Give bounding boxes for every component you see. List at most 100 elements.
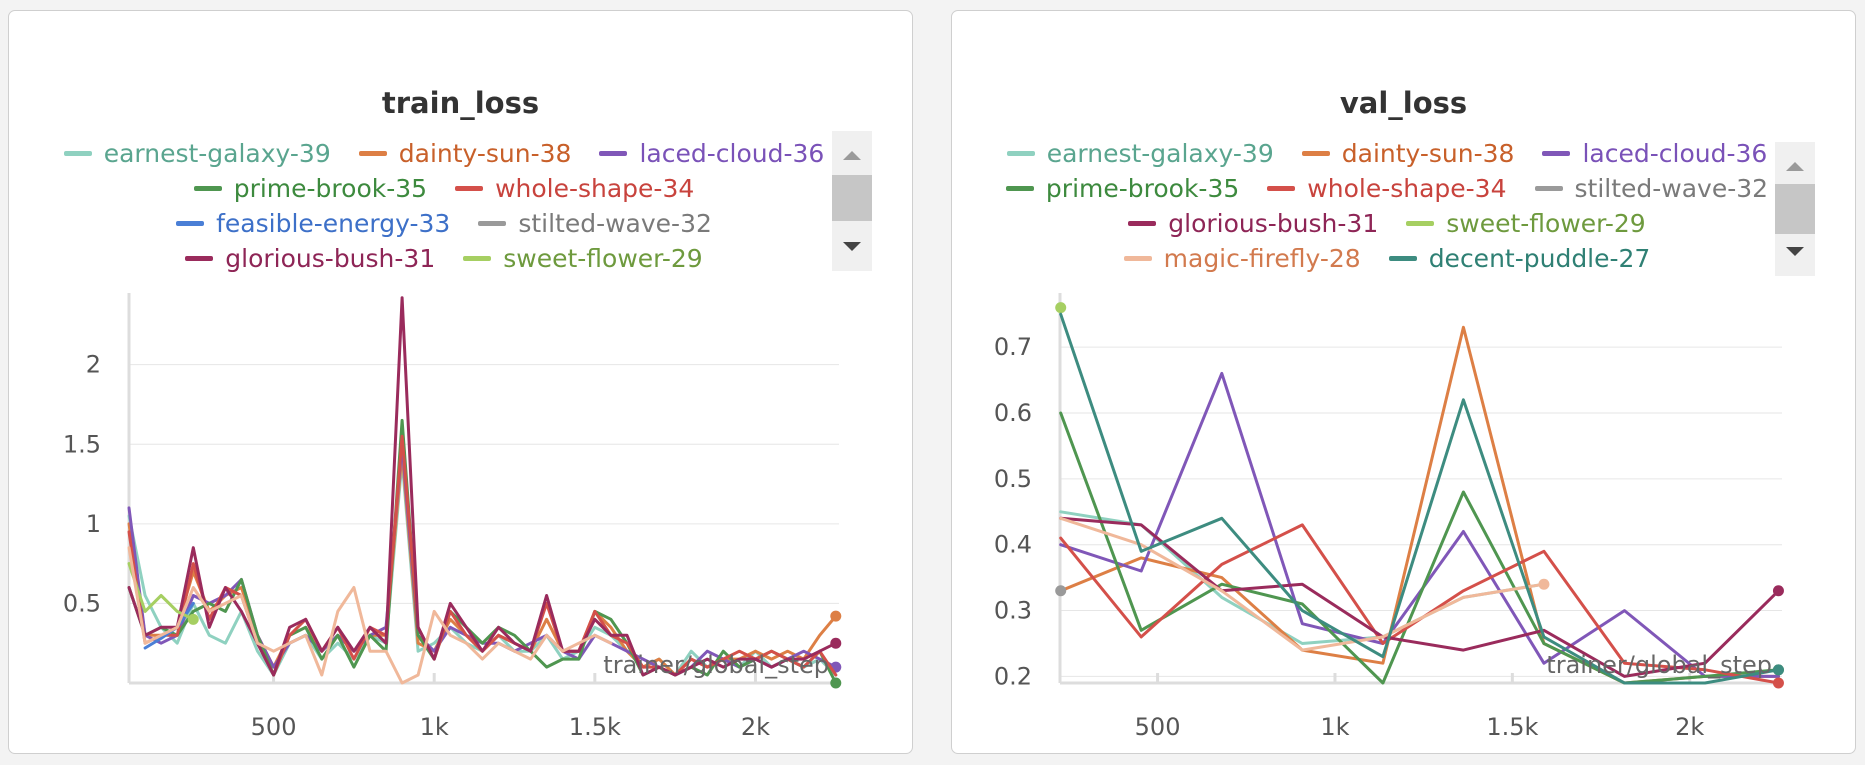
chart-title: train_loss — [381, 86, 540, 120]
y-tick-label: 0.2 — [994, 662, 1032, 690]
legend-row: prime-brook-35 whole-shape-34 stilted-wave… — [992, 171, 1782, 206]
y-tick-label: 0.3 — [994, 597, 1032, 625]
legend-swatch-icon — [478, 221, 507, 226]
x-tick-label: 500 — [251, 713, 297, 741]
legend-label: sweet-flower-29 — [1446, 209, 1646, 238]
legend-label: feasible-energy-33 — [216, 209, 451, 238]
series-end-marker-glorious-bush-31 — [1772, 585, 1784, 597]
x-tick-label: 2k — [741, 713, 770, 741]
legend-label: prime-brook-35 — [1045, 174, 1240, 203]
legend-item-prime-brook-35[interactable]: prime-brook-35 — [1005, 174, 1240, 203]
y-tick-label: 0.5 — [994, 465, 1032, 493]
series-line-magic-firefly-28[interactable] — [1059, 516, 1546, 652]
legend-swatch-icon — [1542, 151, 1571, 156]
series-line-glorious-bush-31[interactable] — [127, 296, 838, 677]
train-loss-plot[interactable]: 0.5 1 1.5 2 500 1k 1.5k 2k trainer/global_step — [9, 11, 913, 754]
series-line-prime-brook-35[interactable] — [127, 418, 838, 685]
legend-item-prime-brook-35[interactable]: prime-brook-35 — [193, 174, 428, 203]
chart-title: val_loss — [1339, 86, 1468, 120]
legend-item-earnest-galaxy-39[interactable]: earnest-galaxy-39 — [63, 139, 331, 168]
legend-item-whole-shape-34[interactable]: whole-shape-34 — [1267, 174, 1507, 203]
legend-label: whole-shape-34 — [495, 174, 695, 203]
legend-item-laced-cloud-36[interactable]: laced-cloud-36 — [599, 139, 824, 168]
legend-item-glorious-bush-31[interactable]: glorious-bush-31 — [1128, 209, 1378, 238]
legend-swatch-icon — [1123, 256, 1152, 261]
legend-row: prime-brook-35 whole-shape-34 — [49, 171, 839, 206]
legend-label: earnest-galaxy-39 — [1046, 139, 1274, 168]
legend-swatch-icon — [1128, 221, 1157, 226]
val-loss-plot[interactable]: 0.2 0.3 0.4 0.5 0.6 0.7 500 1k 1.5k 2k trainer/glo… — [952, 11, 1856, 754]
train-loss-panel: train_loss earnest-galaxy-39 dainty-sun-3… — [8, 10, 913, 754]
legend-item-stilted-wave-32[interactable]: stilted-wave-32 — [1534, 174, 1769, 203]
legend-item-dainty-sun-38[interactable]: dainty-sun-38 — [358, 139, 571, 168]
legend-swatch-icon — [599, 151, 628, 156]
x-tick-label: 2k — [1675, 713, 1704, 741]
y-tick-label: 0.7 — [994, 333, 1032, 361]
series-end-marker-dainty-sun-38 — [830, 610, 842, 622]
legend-label: earnest-galaxy-39 — [103, 139, 331, 168]
x-axis-label: trainer/global_step — [1546, 651, 1772, 679]
scroll-down-arrow-icon[interactable] — [843, 242, 861, 251]
legend-row: earnest-galaxy-39 dainty-sun-38 laced-clou… — [49, 136, 839, 171]
series-line-prime-brook-35[interactable] — [1059, 411, 1780, 685]
y-tick-label: 0.6 — [994, 399, 1032, 427]
x-tick-label: 500 — [1135, 713, 1181, 741]
legend-swatch-icon — [1005, 186, 1034, 191]
series-end-marker-stilted-wave-32 — [1055, 585, 1067, 597]
legend-swatch-icon — [358, 151, 387, 156]
legend-scrollbar[interactable] — [1775, 142, 1815, 276]
y-tick-label: 0.5 — [63, 589, 101, 617]
y-tick-label: 1.5 — [63, 430, 101, 458]
legend-label: prime-brook-35 — [233, 174, 428, 203]
scroll-up-arrow-icon[interactable] — [843, 151, 861, 160]
legend-label: stilted-wave-32 — [1574, 174, 1769, 203]
series-line-laced-cloud-36[interactable] — [127, 442, 838, 677]
legend-item-magic-firefly-28[interactable]: magic-firefly-28 — [1123, 244, 1361, 273]
y-tick-label: 2 — [86, 351, 101, 379]
series-line-laced-cloud-36[interactable] — [1059, 371, 1780, 678]
series-line-decent-puddle-27[interactable] — [1059, 312, 1780, 685]
legend-item-stilted-wave-32[interactable]: stilted-wave-32 — [478, 209, 712, 238]
legend-item-sweet-flower-29[interactable]: sweet-flower-29 — [1406, 209, 1646, 238]
legend-swatch-icon — [63, 151, 92, 156]
y-tick-label: 1 — [86, 510, 101, 538]
legend-item-laced-cloud-36[interactable]: laced-cloud-36 — [1542, 139, 1767, 168]
series-line-magic-firefly-28[interactable] — [127, 546, 613, 685]
x-tick-label: 1.5k — [569, 713, 621, 741]
scroll-thumb[interactable] — [1775, 184, 1815, 234]
series-end-marker-magic-firefly-28 — [1538, 578, 1550, 590]
legend-swatch-icon — [185, 256, 214, 261]
scroll-thumb[interactable] — [832, 175, 872, 221]
legend-label: magic-firefly-28 — [1163, 244, 1361, 273]
legend-scrollbar[interactable] — [832, 131, 872, 271]
series-end-marker-sweet-flower-29 — [1055, 302, 1067, 314]
scroll-down-arrow-icon[interactable] — [1786, 247, 1804, 256]
legend-swatch-icon — [1301, 151, 1330, 156]
legend-item-dainty-sun-38[interactable]: dainty-sun-38 — [1301, 139, 1515, 168]
legend-swatch-icon — [1006, 151, 1035, 156]
legend-swatch-icon — [1267, 186, 1296, 191]
scroll-up-arrow-icon[interactable] — [1786, 162, 1804, 171]
legend-item-glorious-bush-31[interactable]: glorious-bush-31 — [185, 244, 435, 273]
legend-label: glorious-bush-31 — [1168, 209, 1379, 238]
chart-legend: earnest-galaxy-39 dainty-sun-38 laced-clou… — [992, 136, 1782, 278]
legend-swatch-icon — [176, 221, 205, 226]
legend-swatch-icon — [1534, 186, 1563, 191]
legend-label: dainty-sun-38 — [1341, 139, 1515, 168]
series-line-whole-shape-34[interactable] — [127, 434, 838, 677]
legend-row: earnest-galaxy-39 dainty-sun-38 laced-clou… — [992, 136, 1782, 171]
legend-row: feasible-energy-33 stilted-wave-32 — [49, 206, 839, 241]
legend-label: laced-cloud-36 — [639, 139, 825, 168]
legend-label: stilted-wave-32 — [518, 209, 712, 238]
series-end-marker-decent-puddle-27 — [1772, 664, 1784, 676]
x-tick-label: 1k — [420, 713, 449, 741]
legend-swatch-icon — [463, 256, 492, 261]
legend-item-sweet-flower-29[interactable]: sweet-flower-29 — [463, 244, 703, 273]
legend-item-feasible-energy-33[interactable]: feasible-energy-33 — [176, 209, 450, 238]
legend-item-decent-puddle-27[interactable]: decent-puddle-27 — [1388, 244, 1650, 273]
legend-item-earnest-galaxy-39[interactable]: earnest-galaxy-39 — [1006, 139, 1274, 168]
x-axis-label: trainer/global_step — [603, 651, 829, 679]
series-line-glorious-bush-31[interactable] — [1059, 516, 1780, 678]
legend-item-whole-shape-34[interactable]: whole-shape-34 — [455, 174, 694, 203]
legend-swatch-icon — [455, 186, 484, 191]
